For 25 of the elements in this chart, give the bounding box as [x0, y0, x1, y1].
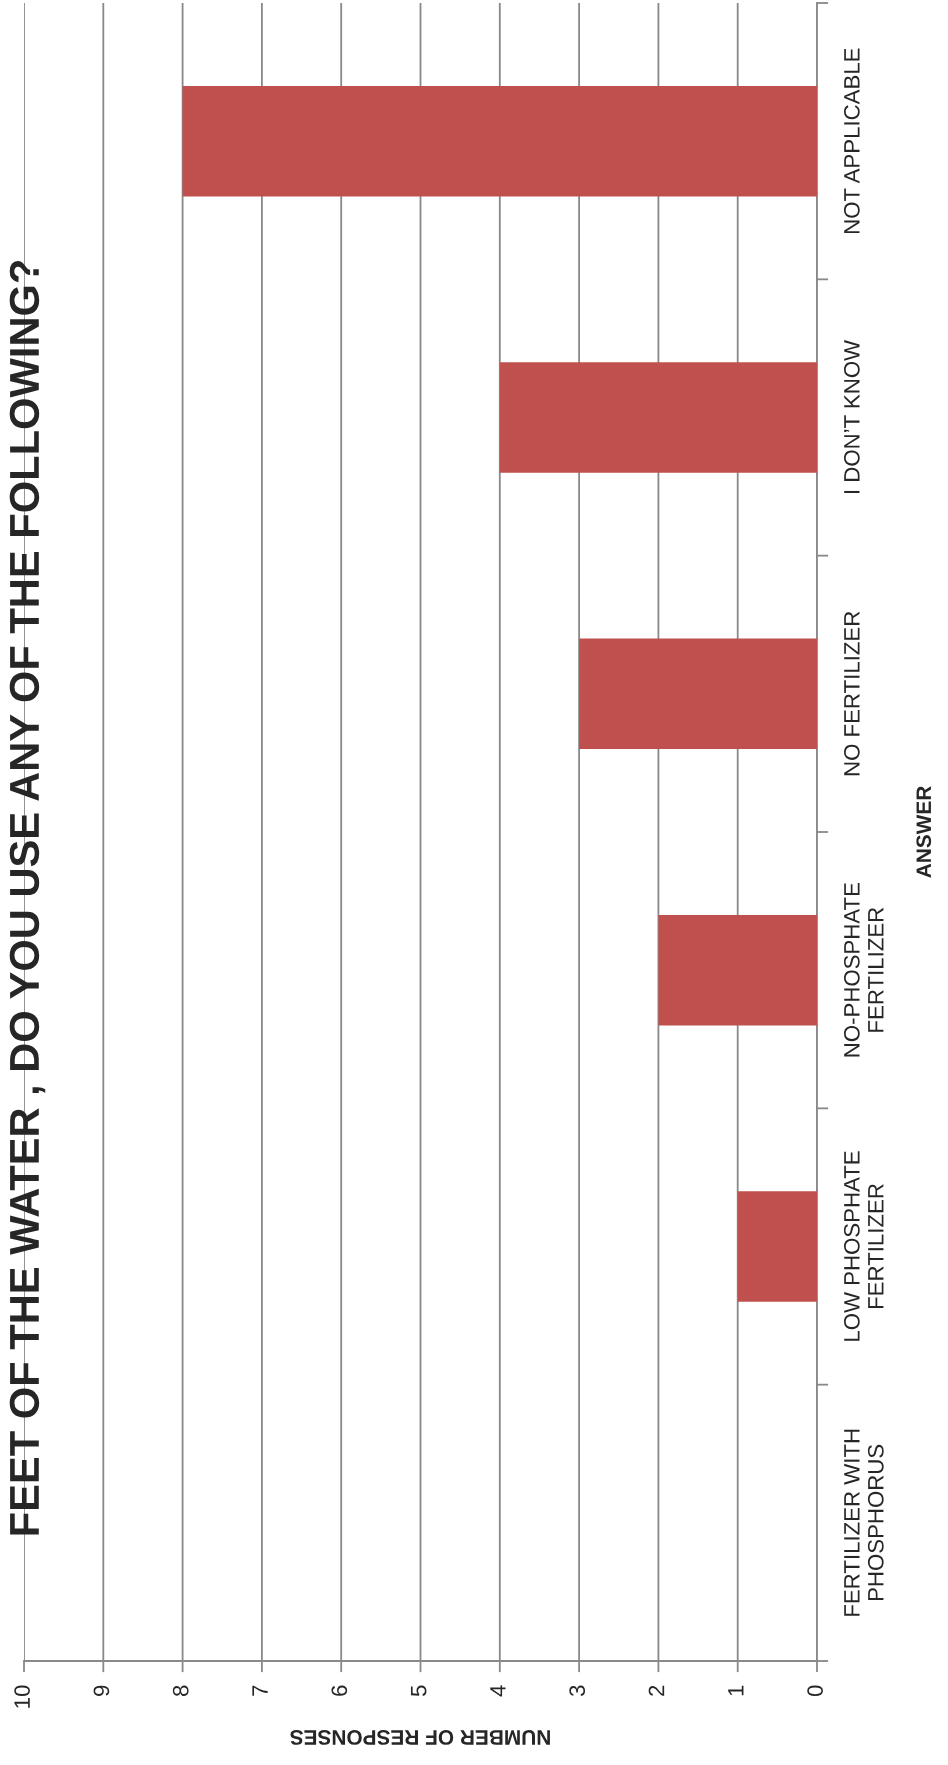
y-tick-label: I DON’T KNOW — [843, 340, 860, 494]
x-tick-label: 6 — [331, 1685, 348, 1696]
x-tick-label: 1 — [728, 1685, 744, 1696]
bar — [499, 362, 817, 473]
bar — [579, 638, 817, 750]
y-tick-label: FERTILIZER WITH PHOSPHORUS — [844, 1429, 884, 1616]
text: FEET OF THE WATER , DO YOU USE ANY OF THE FOLLOWING? — [9, 261, 46, 1535]
y-axis-title: ANSWER — [916, 786, 932, 878]
y-tick-label: NO FERTILIZER — [843, 611, 860, 776]
bar — [182, 85, 817, 197]
x-tick-label: 10 — [14, 1685, 30, 1708]
y-tick-label: NOT APPLICABLE — [843, 48, 860, 234]
y-tick-label: LOW PHOSPHATE FERTILIZER — [843, 1151, 884, 1341]
x-axis-title: NUMBER OF RESPONSES — [290, 1730, 550, 1745]
x-tick-label: 9 — [93, 1685, 110, 1696]
bar — [737, 1191, 817, 1302]
x-tick-label: 3 — [569, 1685, 586, 1697]
x-tick-label: 5 — [410, 1685, 427, 1697]
y-tick-label: NO-PHOSPHATE FERTILIZER — [843, 883, 884, 1057]
x-tick-label: 8 — [172, 1685, 189, 1696]
x-tick-label: 2 — [648, 1685, 665, 1696]
x-tick-label: 4 — [490, 1685, 506, 1697]
x-tick-label: 7 — [252, 1685, 268, 1696]
bar — [658, 914, 817, 1026]
x-tick-label: 0 — [807, 1685, 823, 1697]
